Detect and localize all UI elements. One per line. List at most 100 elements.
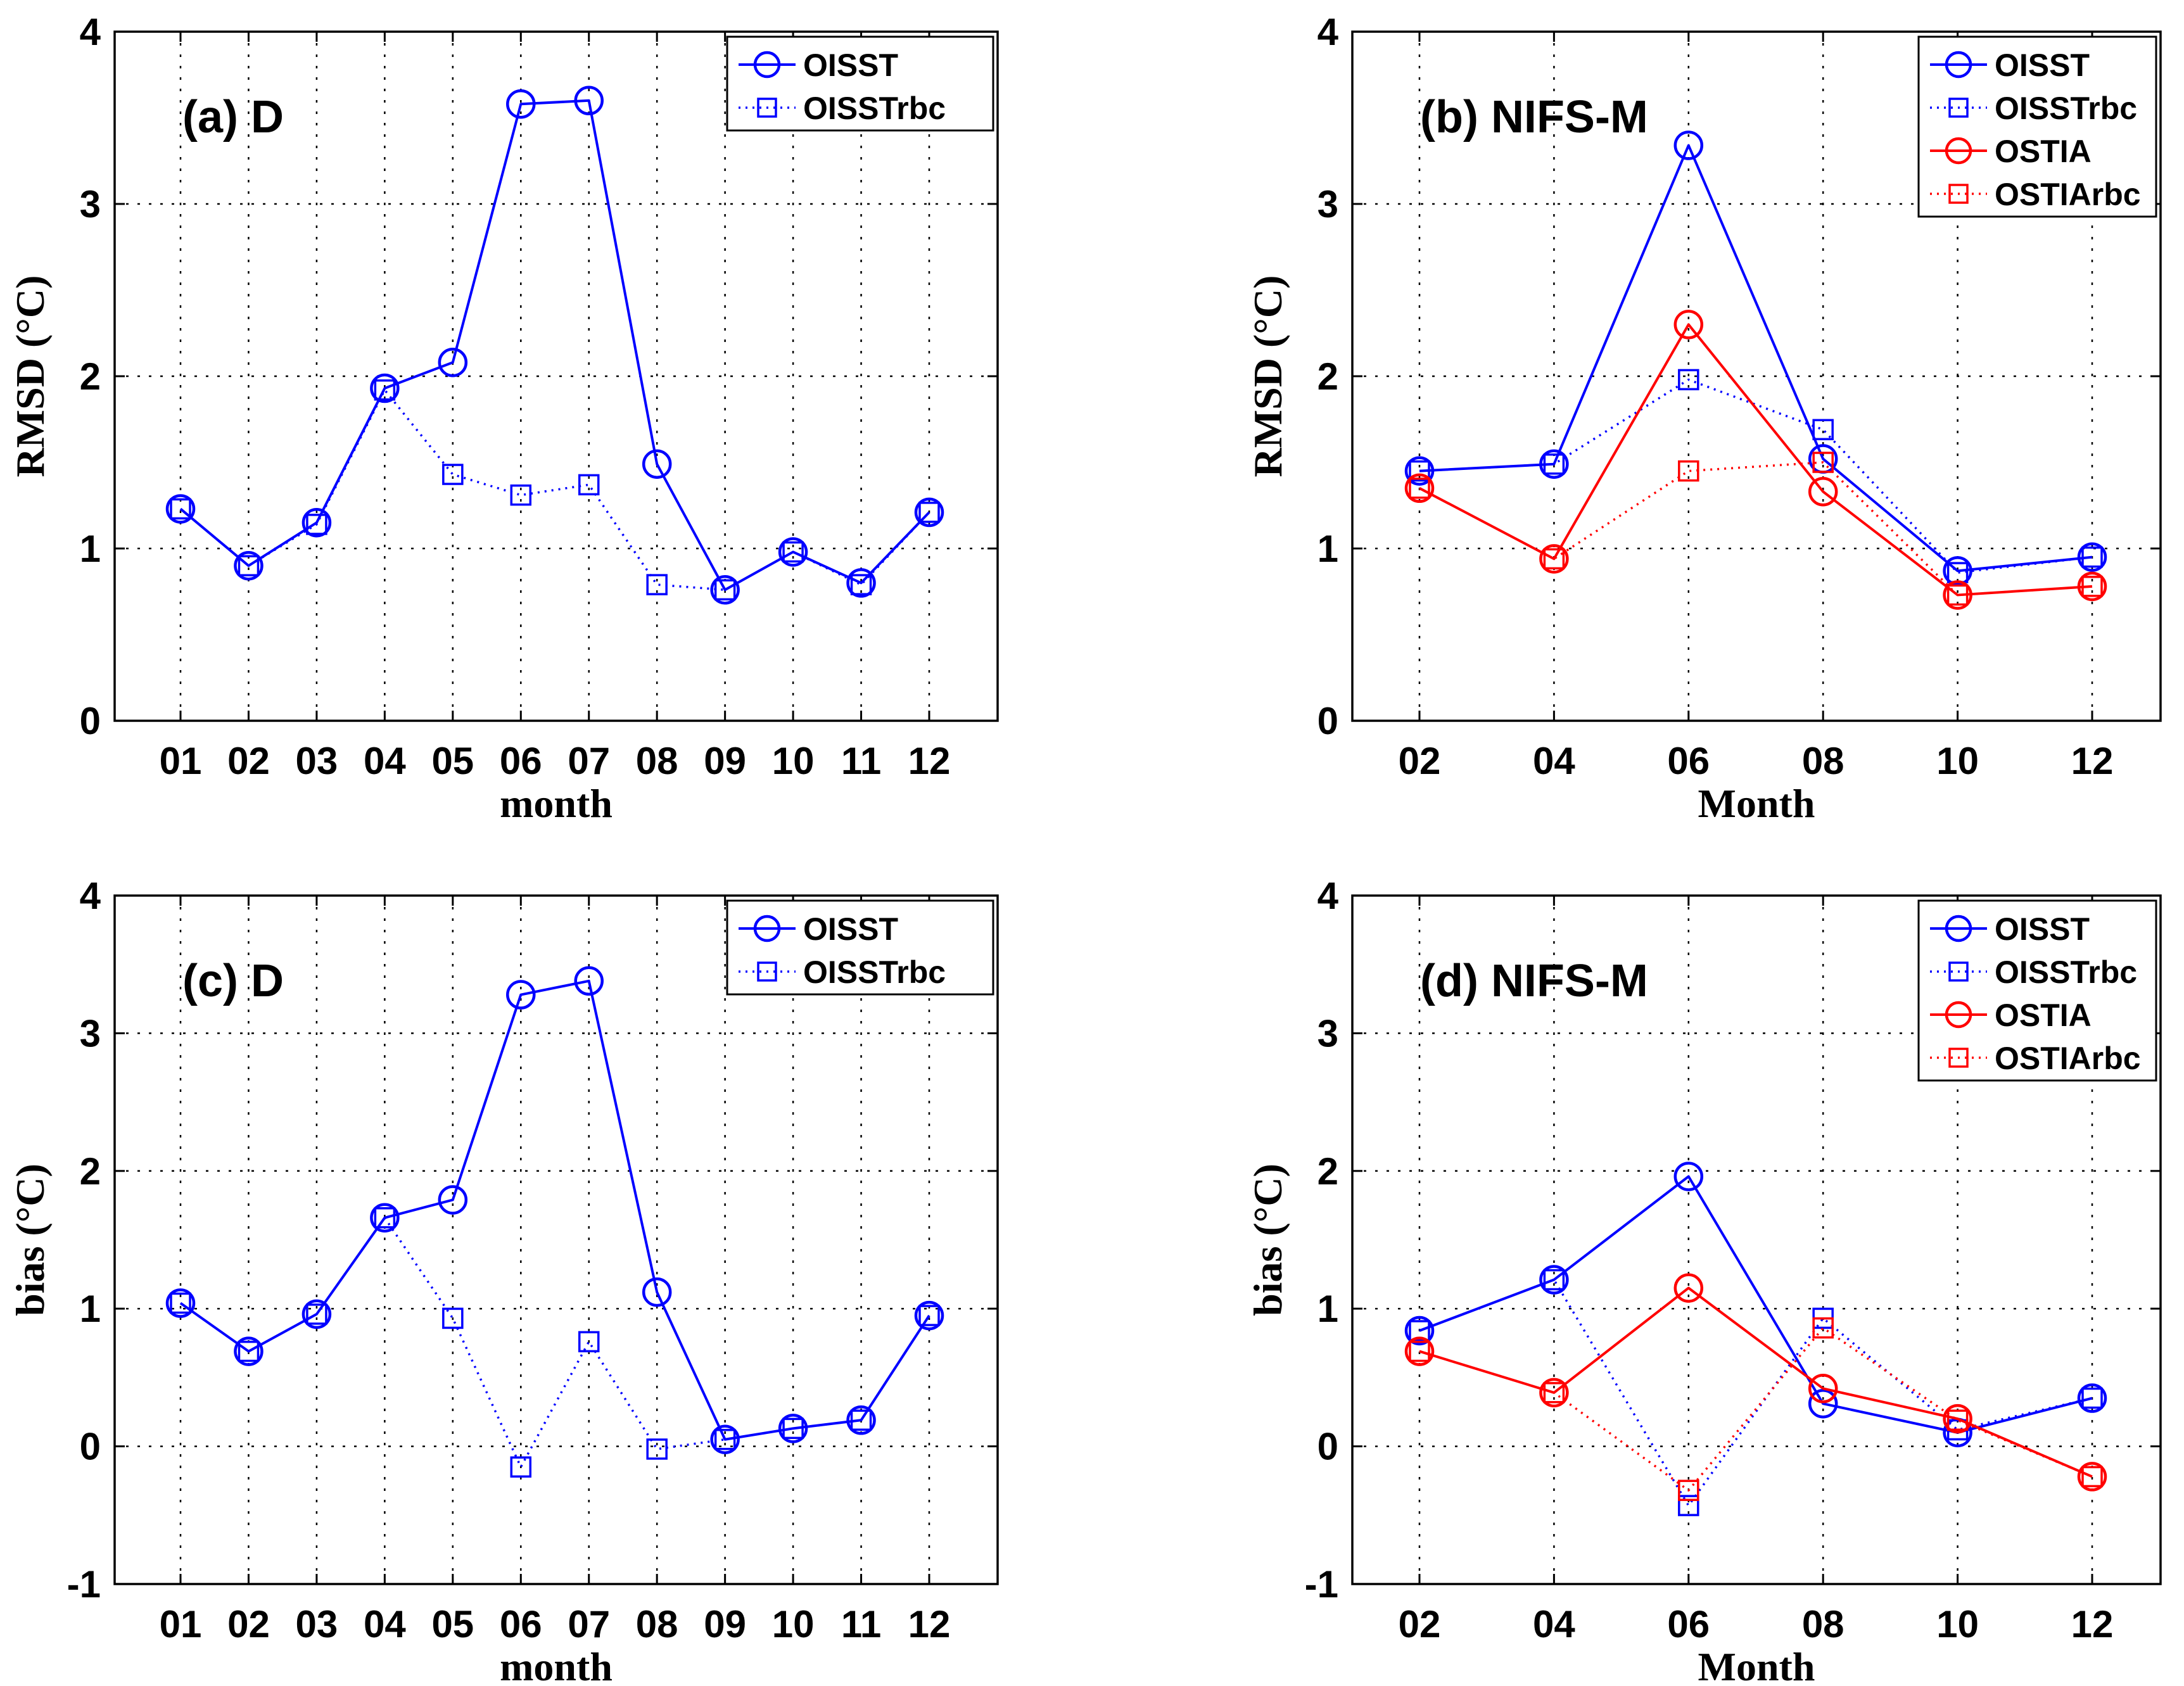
series-line <box>1419 378 2093 574</box>
x-tick-label: 06 <box>500 1603 542 1645</box>
data-point <box>1539 449 1569 479</box>
data-point <box>642 1277 672 1307</box>
plot-area <box>115 32 998 721</box>
data-point <box>1543 548 1565 570</box>
legend-label: OSTIA <box>1995 998 2092 1033</box>
legend-marker <box>1948 961 1969 982</box>
series-line <box>179 389 930 592</box>
data-point <box>374 1207 396 1229</box>
data-point <box>1808 1374 1838 1404</box>
x-tick-label: 05 <box>431 1603 474 1645</box>
panel-title: (a) D <box>182 92 284 143</box>
data-point <box>850 1409 872 1431</box>
plot-area <box>115 896 998 1584</box>
data-point <box>778 1414 808 1443</box>
legend-box <box>1917 899 2157 1082</box>
y-tick-label: 0 <box>80 1426 101 1468</box>
data-point <box>2077 1383 2107 1413</box>
data-point <box>714 1428 736 1450</box>
data-point <box>1404 456 1435 486</box>
data-point <box>846 1405 876 1435</box>
x-axis-label: Month <box>1698 1644 1815 1686</box>
legend: OISST OISSTrbc OSTIA OSTIArbc <box>1917 35 2157 218</box>
x-tick-label: 12 <box>908 1603 951 1645</box>
y-tick-label: 2 <box>80 1150 101 1193</box>
y-tick-label: 0 <box>80 700 101 742</box>
y-tick-label: 2 <box>80 355 101 398</box>
y-tick-label: 0 <box>1317 1426 1338 1468</box>
x-tick-label: 02 <box>227 1603 270 1645</box>
data-point <box>778 537 808 567</box>
y-tick-label: 3 <box>1317 1012 1338 1055</box>
x-tick-label: 10 <box>1936 740 1979 782</box>
x-tick-label: 09 <box>704 1603 746 1645</box>
series-line <box>1419 1326 2093 1492</box>
data-point <box>510 484 532 506</box>
data-point <box>2081 546 2103 568</box>
data-point <box>1946 584 1969 606</box>
data-point <box>782 541 804 563</box>
y-tick-label: 4 <box>1317 11 1339 53</box>
data-point <box>234 1336 263 1366</box>
y-tick-label: 1 <box>1317 1288 1338 1330</box>
data-point <box>1812 419 1834 441</box>
data-point <box>1539 1265 1569 1295</box>
series-ostiarbc <box>1409 452 2103 606</box>
axes-box <box>1351 894 2162 1585</box>
x-tick-label: 04 <box>364 740 406 782</box>
y-tick-label: 2 <box>1317 355 1338 398</box>
x-tick-label: 07 <box>568 740 610 782</box>
x-tick-label: 07 <box>568 1603 610 1645</box>
legend-label: OSTIArbc <box>1995 1041 2141 1076</box>
x-tick-label: 12 <box>2071 1603 2114 1645</box>
x-tick-label: 09 <box>704 740 746 782</box>
panel-title: (c) D <box>182 956 284 1006</box>
x-tick-label: 03 <box>296 740 338 782</box>
y-tick-label: -1 <box>67 1563 101 1606</box>
x-tick-label: 11 <box>841 1603 881 1645</box>
data-point <box>1812 1317 1834 1339</box>
legend-marker <box>757 98 777 118</box>
grid <box>115 896 998 1584</box>
legend-marker <box>1948 184 1969 204</box>
data-point <box>165 1288 196 1318</box>
data-point <box>642 449 672 479</box>
legend: OISST OISSTrbc <box>726 35 994 132</box>
data-point <box>782 1417 804 1440</box>
legend: OISST OISSTrbc <box>726 899 994 996</box>
x-tick-label: 06 <box>1667 740 1710 782</box>
data-point <box>1678 1480 1699 1501</box>
x-tick-label: 01 <box>160 740 202 782</box>
series-oisstrbc <box>170 379 940 601</box>
x-tick-label: 02 <box>1399 740 1441 782</box>
data-point <box>1673 130 1704 160</box>
data-point <box>1543 453 1565 475</box>
x-tick-label: 10 <box>772 1603 815 1645</box>
data-point <box>302 1299 332 1329</box>
data-point <box>506 980 536 1010</box>
y-tick-label: 3 <box>80 183 101 225</box>
y-tick-label: 2 <box>1317 1150 1338 1193</box>
legend-label: OISSTrbc <box>1995 91 2137 126</box>
y-tick-label: 3 <box>1317 183 1338 225</box>
legend-marker <box>1945 51 1972 79</box>
data-point <box>2077 571 2107 602</box>
x-tick-label: 10 <box>772 740 815 782</box>
legend-marker <box>1948 1048 1969 1068</box>
data-point <box>1404 1315 1435 1346</box>
data-point <box>1673 1162 1704 1191</box>
y-tick-label: 0 <box>1317 700 1338 742</box>
data-point <box>646 574 668 595</box>
data-point <box>1673 1273 1704 1303</box>
legend-label: OSTIArbc <box>1995 177 2141 212</box>
data-point <box>1678 369 1699 391</box>
data-point <box>918 502 940 523</box>
x-tick-label: 08 <box>1802 1603 1844 1645</box>
legend-label: OISSTrbc <box>803 954 946 990</box>
legend-marker <box>1945 1001 1972 1029</box>
data-point <box>2081 1466 2103 1488</box>
y-axis-label: bias (°C) <box>8 1163 53 1316</box>
